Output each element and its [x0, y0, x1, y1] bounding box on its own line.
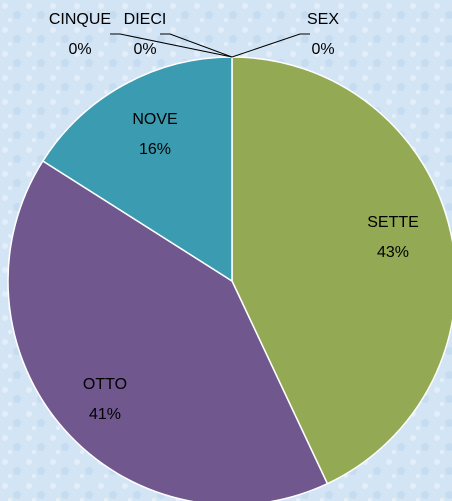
category-label: CINQUE [49, 11, 111, 28]
category-label: OTTO [83, 376, 127, 393]
value-label: 0% [133, 41, 156, 58]
pie-slice [231, 56, 452, 485]
category-label: NOVE [132, 111, 177, 128]
value-label: 0% [311, 41, 334, 58]
pie-slice [7, 159, 329, 501]
category-label: SETTE [367, 214, 419, 231]
category-label: DIECI [124, 11, 167, 28]
leader-line [160, 33, 233, 58]
leader-line [110, 33, 233, 58]
pie [7, 56, 452, 501]
category-label: SEX [307, 11, 339, 28]
value-label: 43% [377, 244, 409, 261]
value-label: 0% [68, 41, 91, 58]
leader-line [231, 33, 310, 58]
value-label: 16% [139, 141, 171, 158]
value-label: 41% [89, 406, 121, 423]
labels: SEX 0% SETTE 43% OTTO 41% NOVE 16% CINQUE 0% DIECI… [49, 11, 419, 423]
pie-slice [41, 56, 233, 283]
